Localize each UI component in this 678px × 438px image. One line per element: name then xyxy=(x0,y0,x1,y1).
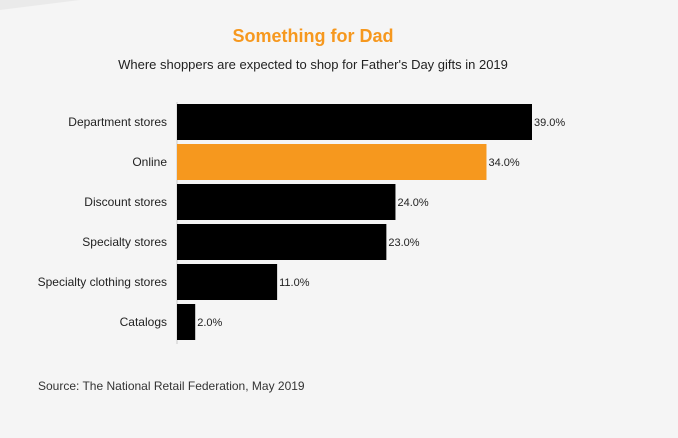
category-label-5: Catalogs xyxy=(120,315,167,329)
corner-decoration xyxy=(0,0,80,10)
bar-1 xyxy=(177,144,487,180)
value-label-4: 11.0% xyxy=(279,277,310,289)
value-label-5: 2.0% xyxy=(197,317,222,329)
category-label-3: Specialty stores xyxy=(82,235,167,249)
category-label-2: Discount stores xyxy=(84,195,167,209)
bar-2 xyxy=(177,184,396,220)
bar-4 xyxy=(177,264,278,300)
bar-3 xyxy=(177,224,387,260)
value-label-3: 23.0% xyxy=(388,237,419,249)
bar-5 xyxy=(177,304,196,340)
chart-title: Something for Dad xyxy=(232,26,394,46)
category-label-0: Department stores xyxy=(68,115,167,129)
source-note: Source: The National Retail Federation, … xyxy=(38,379,305,393)
value-label-2: 24.0% xyxy=(397,197,428,209)
value-label-0: 39.0% xyxy=(534,117,565,129)
category-label-1: Online xyxy=(132,155,167,169)
bar-0 xyxy=(177,104,532,140)
value-label-1: 34.0% xyxy=(488,157,519,169)
chart-subtitle: Where shoppers are expected to shop for … xyxy=(118,57,508,72)
category-label-4: Specialty clothing stores xyxy=(38,275,167,289)
